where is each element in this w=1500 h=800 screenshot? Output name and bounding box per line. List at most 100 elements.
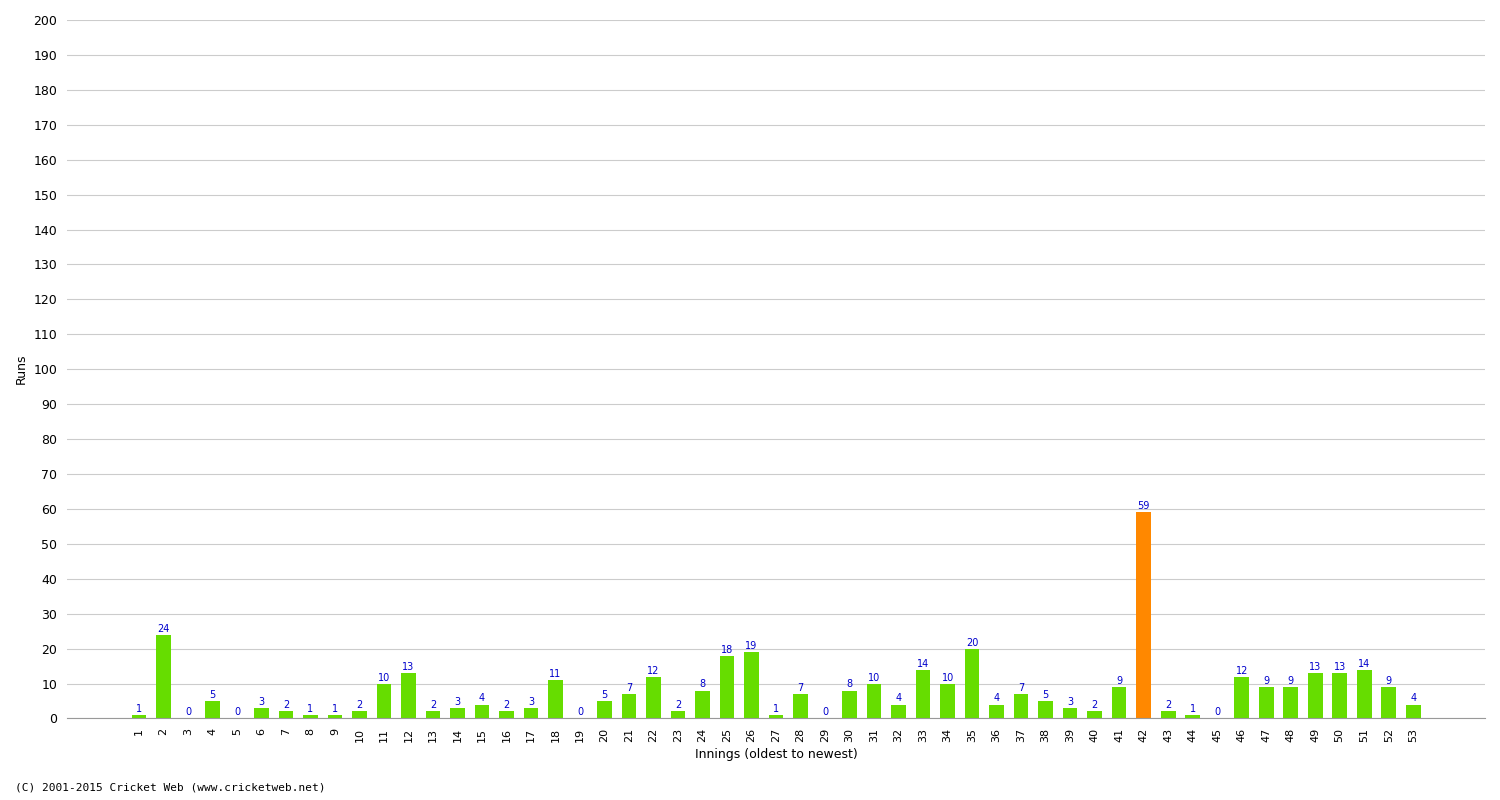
Bar	[327, 715, 342, 718]
Bar	[1406, 705, 1420, 718]
Bar	[303, 715, 318, 718]
Text: 2: 2	[284, 701, 290, 710]
Bar	[1234, 677, 1250, 718]
Bar	[548, 680, 562, 718]
Bar	[1112, 687, 1126, 718]
Text: 11: 11	[549, 669, 561, 679]
Bar	[867, 683, 882, 718]
Bar	[646, 677, 662, 718]
Bar	[1088, 711, 1102, 718]
Text: 13: 13	[1334, 662, 1346, 672]
Text: 12: 12	[1236, 666, 1248, 675]
Text: 2: 2	[357, 701, 363, 710]
Text: 59: 59	[1137, 502, 1150, 511]
Bar	[1014, 694, 1029, 718]
Bar	[720, 656, 735, 718]
Text: 9: 9	[1116, 676, 1122, 686]
Text: 8: 8	[699, 679, 705, 690]
Y-axis label: Runs: Runs	[15, 354, 28, 385]
Text: 4: 4	[478, 694, 484, 703]
Text: 9: 9	[1386, 676, 1392, 686]
Text: 2: 2	[430, 701, 436, 710]
Text: 1: 1	[136, 704, 142, 714]
Text: 14: 14	[916, 658, 928, 669]
Text: 20: 20	[966, 638, 978, 647]
Text: (C) 2001-2015 Cricket Web (www.cricketweb.net): (C) 2001-2015 Cricket Web (www.cricketwe…	[15, 782, 326, 792]
X-axis label: Innings (oldest to newest): Innings (oldest to newest)	[694, 748, 858, 761]
Text: 5: 5	[210, 690, 216, 700]
Text: 1: 1	[332, 704, 338, 714]
Bar	[621, 694, 636, 718]
Text: 18: 18	[722, 645, 734, 654]
Bar	[524, 708, 538, 718]
Bar	[1161, 711, 1176, 718]
Bar	[990, 705, 1004, 718]
Text: 13: 13	[1310, 662, 1322, 672]
Text: 2: 2	[1166, 701, 1172, 710]
Text: 0: 0	[1214, 707, 1219, 718]
Text: 19: 19	[746, 641, 758, 651]
Text: 3: 3	[528, 697, 534, 707]
Text: 9: 9	[1287, 676, 1293, 686]
Bar	[1358, 670, 1371, 718]
Text: 1: 1	[1190, 704, 1196, 714]
Text: 13: 13	[402, 662, 414, 672]
Text: 24: 24	[158, 624, 170, 634]
Bar	[1332, 673, 1347, 718]
Text: 0: 0	[184, 707, 190, 718]
Bar	[400, 673, 416, 718]
Text: 4: 4	[896, 694, 902, 703]
Bar	[500, 711, 514, 718]
Bar	[794, 694, 808, 718]
Bar	[279, 711, 294, 718]
Text: 2: 2	[675, 701, 681, 710]
Text: 0: 0	[578, 707, 584, 718]
Bar	[206, 701, 220, 718]
Bar	[156, 634, 171, 718]
Bar	[597, 701, 612, 718]
Text: 10: 10	[378, 673, 390, 682]
Text: 7: 7	[626, 683, 632, 693]
Text: 1: 1	[308, 704, 314, 714]
Bar	[1284, 687, 1298, 718]
Text: 9: 9	[1263, 676, 1269, 686]
Bar	[842, 690, 856, 718]
Text: 7: 7	[798, 683, 804, 693]
Bar	[1308, 673, 1323, 718]
Bar	[1185, 715, 1200, 718]
Text: 7: 7	[1019, 683, 1025, 693]
Bar	[450, 708, 465, 718]
Bar	[1064, 708, 1077, 718]
Text: 3: 3	[258, 697, 264, 707]
Text: 1: 1	[772, 704, 778, 714]
Text: 3: 3	[1066, 697, 1072, 707]
Bar	[254, 708, 268, 718]
Bar	[1038, 701, 1053, 718]
Text: 10: 10	[942, 673, 954, 682]
Text: 5: 5	[602, 690, 608, 700]
Bar	[1137, 513, 1150, 718]
Text: 3: 3	[454, 697, 460, 707]
Bar	[1382, 687, 1396, 718]
Bar	[474, 705, 489, 718]
Bar	[744, 652, 759, 718]
Text: 0: 0	[234, 707, 240, 718]
Bar	[426, 711, 441, 718]
Bar	[1258, 687, 1274, 718]
Text: 2: 2	[1092, 701, 1098, 710]
Bar	[940, 683, 956, 718]
Text: 2: 2	[504, 701, 510, 710]
Text: 14: 14	[1358, 658, 1371, 669]
Bar	[694, 690, 709, 718]
Text: 8: 8	[846, 679, 852, 690]
Bar	[132, 715, 147, 718]
Text: 4: 4	[1410, 694, 1416, 703]
Bar	[964, 649, 980, 718]
Text: 4: 4	[993, 694, 999, 703]
Text: 5: 5	[1042, 690, 1048, 700]
Text: 0: 0	[822, 707, 828, 718]
Bar	[768, 715, 783, 718]
Text: 10: 10	[868, 673, 880, 682]
Bar	[670, 711, 686, 718]
Bar	[352, 711, 368, 718]
